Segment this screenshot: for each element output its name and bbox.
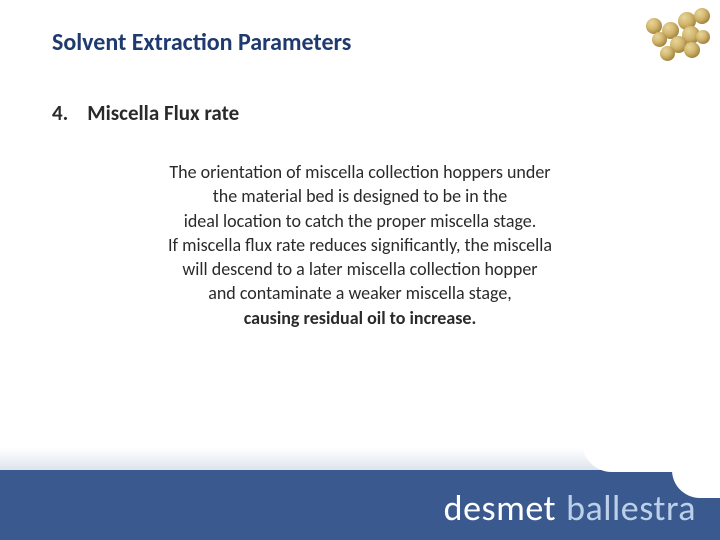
slide-title: Solvent Extraction Parameters bbox=[52, 28, 351, 57]
body-line: will descend to a later miscella collect… bbox=[182, 258, 537, 280]
footer-bar: desmet ballestra bbox=[0, 470, 720, 540]
nut-icon bbox=[684, 42, 700, 58]
slide: Solvent Extraction Parameters 4. Miscell… bbox=[0, 0, 720, 540]
body-container: The orientation of miscella collection h… bbox=[100, 160, 620, 330]
slide-subtitle: 4. Miscella Flux rate bbox=[52, 100, 239, 126]
subtitle-text: Miscella Flux rate bbox=[87, 100, 239, 126]
body-line: If miscella flux rate reduces significan… bbox=[168, 234, 552, 256]
nut-icon bbox=[660, 46, 675, 61]
body-line: The orientation of miscella collection h… bbox=[169, 161, 550, 183]
nut-icon bbox=[652, 32, 667, 47]
footer-corner-cut bbox=[582, 438, 720, 472]
subtitle-number: 4. bbox=[52, 100, 68, 126]
body-line: ideal location to catch the proper misce… bbox=[184, 210, 537, 232]
nut-icon bbox=[694, 8, 710, 24]
logo-word-1: desmet bbox=[444, 490, 556, 526]
body-line: the material bed is designed to be in th… bbox=[213, 185, 508, 207]
body-line-bold: causing residual oil to increase. bbox=[244, 307, 477, 329]
logo-word-2: ballestra bbox=[566, 490, 696, 526]
brand-logo: desmet ballestra bbox=[444, 490, 696, 526]
decorative-nuts bbox=[622, 8, 712, 68]
nut-icon bbox=[696, 30, 710, 44]
body-text: The orientation of miscella collection h… bbox=[100, 160, 620, 330]
body-line: and contaminate a weaker miscella stage, bbox=[208, 282, 512, 304]
